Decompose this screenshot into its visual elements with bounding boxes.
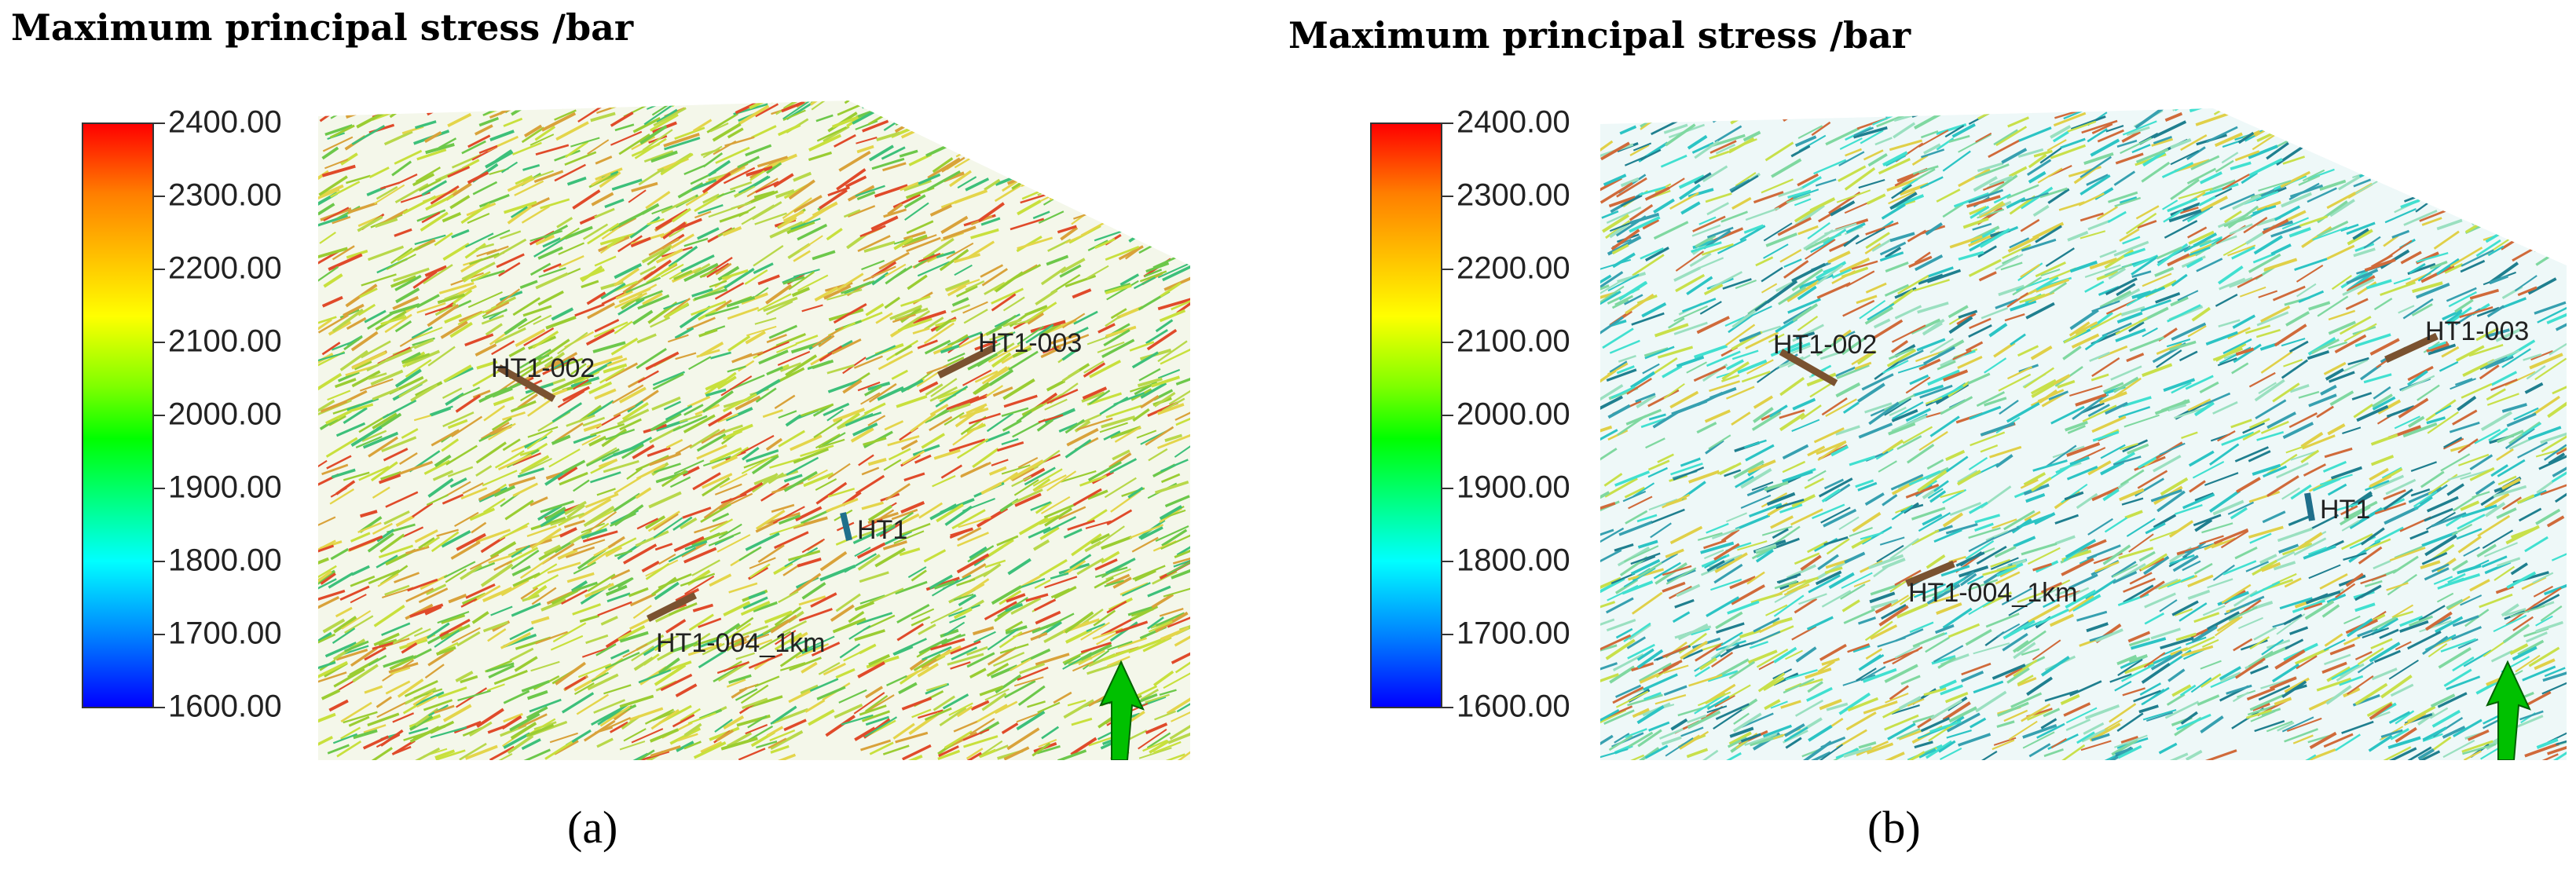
colorbar-tick: [154, 707, 165, 708]
colorbar-tick-label: 1600.00: [1457, 689, 1570, 724]
colorbar-tick: [1442, 707, 1453, 708]
colorbar-tick: [154, 561, 165, 562]
colorbar-tick: [154, 123, 165, 124]
north-arrow-icon: [2486, 660, 2531, 760]
well-label: HT1: [2320, 495, 2370, 525]
colorbar-tick: [154, 488, 165, 489]
colorbar-tick: [1442, 415, 1453, 416]
panel-sublabel: (b): [1867, 802, 1921, 853]
colorbar-tick-label: 2000.00: [168, 397, 282, 432]
colorbar-tick-label: 1800.00: [1457, 543, 1570, 578]
colorbar-tick-label: 2100.00: [168, 324, 282, 359]
colorbar-tick: [1442, 561, 1453, 562]
colorbar-tick-label: 1700.00: [168, 616, 282, 651]
panel-title: Maximum principal stress /bar: [1288, 14, 1911, 57]
well-label: HT1-004_1km: [1908, 578, 2077, 608]
colorbar: [1370, 123, 1442, 708]
well-trace: [646, 591, 698, 623]
colorbar-tick: [154, 342, 165, 343]
colorbar-tick-label: 2200.00: [168, 250, 282, 286]
colorbar-tick-label: 1900.00: [168, 470, 282, 505]
colorbar-tick: [154, 415, 165, 416]
colorbar-tick: [1442, 342, 1453, 343]
colorbar-tick: [1442, 269, 1453, 270]
colorbar-tick-label: 2100.00: [1457, 324, 1570, 359]
colorbar-tick-label: 2300.00: [168, 177, 282, 213]
colorbar-tick: [1442, 488, 1453, 489]
colorbar-tick: [154, 269, 165, 270]
well-trace: [840, 512, 852, 541]
colorbar-tick-label: 2300.00: [1457, 177, 1570, 213]
colorbar-tick-label: 2200.00: [1457, 250, 1570, 286]
well-label: HT1-002: [1773, 330, 1877, 360]
well-markers: HT1-002 HT1-003 HT1 HT1-004_1km: [491, 328, 1082, 658]
well-trace: [2304, 492, 2315, 521]
well-trace: [1905, 560, 1955, 587]
well-trace: [497, 364, 556, 402]
colorbar-tick: [1442, 634, 1453, 635]
well-label: HT1-004_1km: [656, 628, 825, 658]
well-label: HT1-003: [978, 328, 1082, 358]
well-trace: [2384, 332, 2439, 364]
colorbar-tick: [1442, 123, 1453, 124]
well-label: HT1-002: [491, 353, 595, 383]
panel-a: Maximum principal stress /bar 2400.00 230…: [11, 6, 1190, 853]
colorbar-tick: [154, 634, 165, 635]
panel-b: Maximum principal stress /bar 2400.00 230…: [1288, 0, 2576, 874]
panel-title: Maximum principal stress /bar: [11, 6, 634, 49]
colorbar-tick-label: 1700.00: [1457, 616, 1570, 651]
well-label: HT1: [857, 515, 907, 545]
well-markers: HT1-002 HT1-003 HT1 HT1-004_1km: [1773, 316, 2529, 608]
colorbar-tick-label: 2000.00: [1457, 397, 1570, 432]
colorbar-tick-label: 2400.00: [1457, 104, 1570, 140]
colorbar-tick-label: 1900.00: [1457, 470, 1570, 505]
colorbar-tick: [1442, 196, 1453, 197]
well-label: HT1-003: [2425, 316, 2529, 346]
well-trace: [936, 344, 996, 379]
north-arrow-icon: [1099, 660, 1145, 760]
stress-field-map: HT1-002 HT1-003 HT1 HT1-004_1km: [318, 101, 1190, 760]
colorbar: [82, 123, 154, 708]
colorbar-tick-label: 1800.00: [168, 543, 282, 578]
panel-sublabel: (a): [567, 802, 618, 853]
colorbar-tick: [154, 196, 165, 197]
stress-field-map: HT1-002 HT1-003 HT1 HT1-004_1km: [1600, 108, 2567, 760]
well-trace: [1779, 349, 1838, 386]
colorbar-tick-label: 1600.00: [168, 689, 282, 724]
colorbar-tick-label: 2400.00: [168, 104, 282, 140]
